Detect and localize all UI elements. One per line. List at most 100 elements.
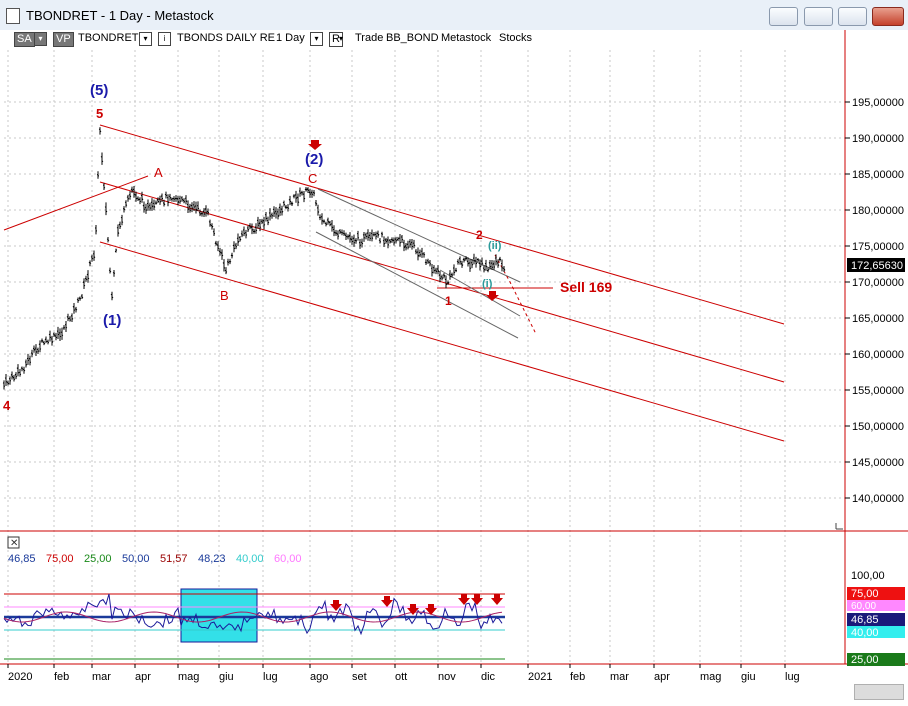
title-bar: TBONDRET - 1 Day - Metastock [0,0,908,31]
wave-5-label: 5 [96,106,103,121]
close-button[interactable] [872,7,904,26]
price-tick-label: 140,00000 [852,493,904,505]
wave-5-paren-label: (5) [90,82,108,99]
chart-toolbar: SA ▾ VP TBONDRET ▾ i TBONDS DAILY RE 1 D… [0,30,908,48]
indicator-value: 46,85 [8,553,36,565]
time-tick-label: mar [610,671,629,683]
time-tick-label: mar [92,671,111,683]
indicator-value: 40,00 [236,553,264,565]
price-tick-label: 195,00000 [852,97,904,109]
price-tick-label: 170,00000 [852,277,904,289]
sa-button[interactable]: SA [14,32,35,47]
projection-path [494,254,537,335]
time-tick-label: ago [310,671,328,683]
time-tick-label: feb [54,671,69,683]
ind-tick-75: 75,00 [851,588,879,600]
highlight-box [180,588,258,643]
time-tick-label: lug [785,671,800,683]
ind-badge-40 [847,626,905,638]
indicator-value: 48,23 [198,553,226,565]
down-arrow-icon [491,594,503,605]
time-tick-label: lug [263,671,278,683]
price-tick-label: 160,00000 [852,349,904,361]
sub-channel-lower [315,231,519,339]
indicator-value: 75,00 [46,553,74,565]
r-button[interactable]: R [329,32,343,47]
indicator-value: 51,57 [160,553,188,565]
close-icon[interactable]: ✕ [10,538,18,549]
sector-label: BB_BOND [386,32,439,44]
ind-badge-60 [847,600,905,611]
indicator-close-box[interactable] [7,536,20,549]
period-label: 1 Day [276,32,305,44]
ind-tick-25: 25,00 [851,654,879,666]
wave-c-label: C [308,171,317,186]
period-dropdown-icon[interactable]: ▾ [310,32,323,46]
sub-channel-mid [439,269,521,317]
symbol-label: TBONDRET [78,32,139,44]
last-price-value: 172,65630 [851,260,903,272]
time-tick-label: dic [481,671,496,683]
time-tick-label: feb [570,671,585,683]
middle-channel-line [99,181,785,383]
wave-b-label: B [220,288,229,303]
symbol-info-icon[interactable]: i [158,32,171,46]
trade-label: Trade [355,32,384,44]
wave-2-paren-label: (2) [305,151,323,168]
wave-1-paren-label: (1) [103,312,121,329]
wave-i-label: (i) [482,278,493,290]
price-tick-label: 155,00000 [852,385,904,397]
indicator-value: 25,00 [84,553,112,565]
r-dropdown-icon[interactable]: ▾ [339,34,344,43]
time-tick-label: ott [395,671,407,683]
price-arrows [308,140,499,301]
wave-small-1-label: 1 [445,294,452,308]
down-arrow-icon [308,140,322,150]
wave-ii-label: (ii) [488,240,502,252]
price-tick-label: 175,00000 [852,241,904,253]
oscillator-signal-line [3,611,503,623]
price-axis-ticks: 195,00000 190,00000 185,00000 180,00000 175,… [845,97,904,505]
down-arrow-icon [486,291,499,301]
down-arrow-icon [381,596,393,607]
minimize-button[interactable] [804,7,833,26]
restore-secondary-button[interactable] [769,7,798,26]
price-tick-label: 145,00000 [852,457,904,469]
grid-lines [4,50,845,664]
window-title: TBONDRET - 1 Day - Metastock [26,8,214,23]
source-label: Metastock [441,32,492,44]
symbol-dropdown-icon[interactable]: ▾ [139,32,152,46]
down-arrow-icon [407,604,419,615]
price-bars [2,127,506,390]
price-tick-label: 165,00000 [852,313,904,325]
time-tick-label: mag [178,671,199,683]
wave-small-2-label: 2 [476,228,483,242]
type-label: Stocks [499,32,533,44]
time-tick-label: set [352,671,367,683]
channel-lines [3,124,785,442]
last-price-badge [847,258,905,272]
sa-dropdown-icon[interactable]: ▾ [34,32,47,46]
horizontal-scrollbar[interactable] [854,684,904,700]
symbol-description: TBONDS DAILY RE [177,32,276,44]
wave-a-label: A [154,165,163,180]
indicator-values: 46,85 75,00 25,00 50,00 51,57 48,23 40,00 60,00 [8,553,302,565]
indicator-value: 60,00 [274,553,302,565]
time-tick-label: nov [438,671,456,683]
app-icon [6,8,20,24]
time-tick-label: apr [135,671,151,683]
vp-button[interactable]: VP [53,32,74,47]
ind-badge-75 [847,587,905,600]
maximize-button[interactable] [838,7,867,26]
down-arrow-icon [471,594,483,605]
upper-channel-line [99,124,785,325]
sell-label: Sell 169 [560,279,612,295]
rising-trend-line [3,175,149,231]
time-axis: 2020 feb mar apr mag giu lug ago set ott nov dic 202… [7,664,800,683]
price-tick-label: 185,00000 [852,169,904,181]
time-tick-label: 2020 [8,671,32,683]
time-tick-label: giu [741,671,756,683]
ind-tick-60: 60,00 [851,601,876,612]
indicator-arrows [330,594,503,615]
